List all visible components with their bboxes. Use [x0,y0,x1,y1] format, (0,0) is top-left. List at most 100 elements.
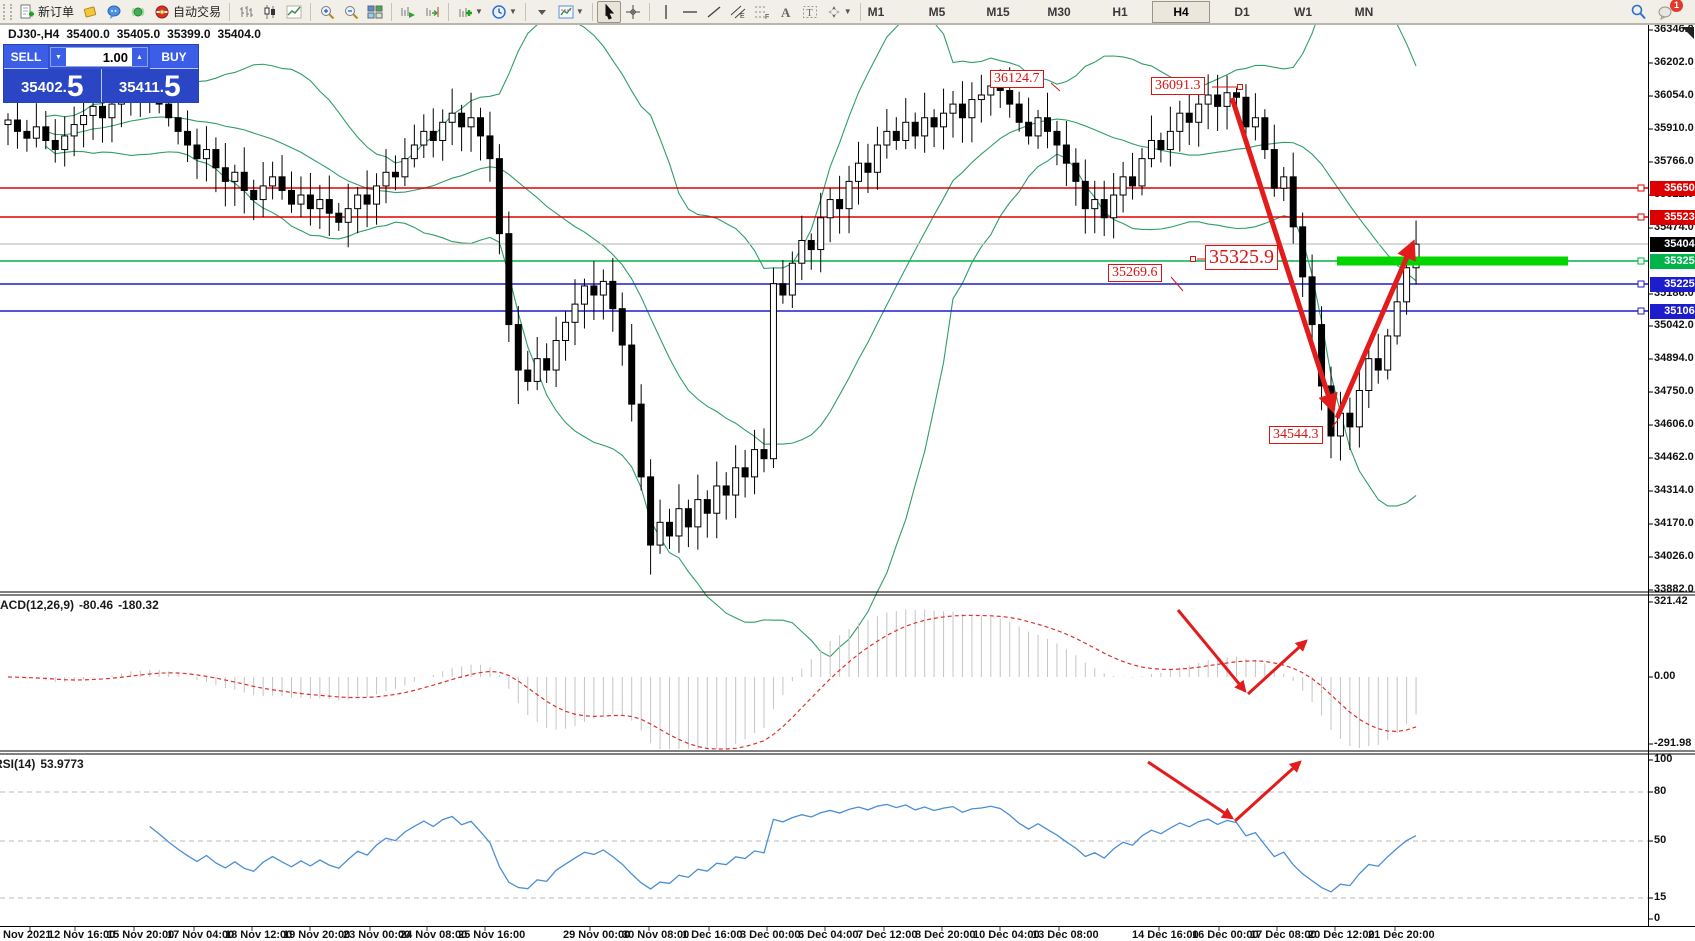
bollinger-lower-band [45,145,1417,658]
price-callout[interactable]: 35269.6 [1108,264,1162,283]
line-handle[interactable] [1637,184,1645,192]
time-axis-label: 20 Dec 12:00 [1308,929,1375,941]
time-axis-label: 17 Dec 08:00 [1250,929,1317,941]
toolbar-separator [524,2,526,21]
timeframe-m15[interactable]: M15 [986,5,1010,19]
line-handle[interactable] [1637,307,1645,315]
bid-price[interactable]: 35402. 5 [4,69,102,102]
chart-profile-button[interactable]: ▼ [554,1,588,23]
clock-button[interactable]: ▼ [487,1,521,23]
candle-body [1346,412,1354,428]
timeframe-m30[interactable]: M30 [1047,5,1071,19]
vline-button[interactable] [654,1,678,23]
auto-scroll-button[interactable] [396,1,420,23]
text-button[interactable]: A [774,1,798,23]
bid-price-main: 35402. [20,79,67,96]
time-axis-label: 6 Dec 04:00 [798,929,859,941]
candle-body [751,449,759,478]
price-callout[interactable]: 35325.9 [1205,245,1278,270]
candle-body [1374,358,1382,371]
candle-body [193,144,201,160]
price-axis-label: 35042.0 [1654,319,1694,331]
arrows-button[interactable]: ▼ [822,1,856,23]
caret-button[interactable] [530,1,554,23]
trend-arrow[interactable] [1229,97,1338,414]
rsi-name: RSI(14) [0,757,36,771]
auto-trading-button[interactable]: 自动交易 [150,1,225,23]
volume-increase-button[interactable]: ▲ [132,48,147,66]
price-callout[interactable]: 36091.3 [1151,77,1205,96]
price-axis-label: 35910.0 [1654,122,1694,134]
price-callout[interactable]: 36124.7 [990,70,1044,89]
notifications-button[interactable]: 1 [1658,0,1683,22]
candle-body [1289,176,1297,228]
trend-arrow[interactable] [1334,239,1416,419]
trend-arrow[interactable] [1176,609,1247,693]
line-handle[interactable] [1637,280,1645,288]
hline-button[interactable] [678,1,702,23]
channel-button[interactable]: E [726,1,750,23]
timeframe-m1[interactable]: M1 [867,5,885,19]
bar-chart-icon [240,5,254,17]
time-axis-label: 17 Nov 04:00 [167,929,235,941]
fibonacci-button[interactable]: F [750,1,774,23]
timeframe-h1[interactable]: H1 [1112,5,1128,19]
chart-shift-icon [426,6,439,17]
zoom-out-button[interactable] [339,1,363,23]
cursor-button[interactable] [596,0,621,23]
label-button[interactable]: T [798,1,822,23]
time-axis-label: 18 Nov 12:00 [225,929,293,941]
sell-button[interactable]: SELL [4,45,48,69]
bar-chart-button[interactable] [234,1,258,23]
timeframe-mn[interactable]: MN [1354,5,1374,19]
price-axis-label: 34462.0 [1654,451,1694,463]
search-button[interactable] [1630,2,1646,22]
timeframe-h4[interactable]: H4 [1152,1,1210,23]
timeframe-w1[interactable]: W1 [1294,5,1312,19]
trend-arrow[interactable] [1147,760,1234,820]
zoom-in-button[interactable] [315,1,339,23]
candle-body [1365,358,1373,391]
candle-body [684,508,692,528]
tile-windows-button[interactable] [363,1,387,23]
candle-body [325,199,333,214]
timeframe-d1[interactable]: D1 [1234,5,1250,19]
signal-button[interactable] [126,1,150,23]
candle-body [855,162,862,182]
svg-text:F: F [765,14,769,20]
trend-arrow[interactable] [1233,760,1302,823]
callout-anchor [1190,256,1196,262]
new-chart-button[interactable]: ▼ [453,1,487,23]
line-handle[interactable] [1637,257,1645,265]
volume-field[interactable]: 1.00 [66,48,132,66]
new-order-button[interactable]: 新订单 [15,1,78,23]
new-chart-icon [459,7,473,17]
trendline-button[interactable] [702,1,726,23]
timeframe-m5[interactable]: M5 [928,5,946,19]
time-axis-label: 13 Dec 08:00 [1032,929,1099,941]
trend-arrow[interactable] [1246,639,1308,696]
volume-decrease-button[interactable]: ▼ [51,48,66,66]
scale-expander-icon[interactable] [1681,26,1695,40]
price-axis-label: 36054.0 [1654,89,1694,101]
candle-body [637,403,645,478]
macd-axis-label: -291.98 [1654,737,1692,749]
candle-body [1318,324,1326,387]
gold-button[interactable] [78,1,102,23]
crosshair-button[interactable] [621,1,645,23]
community-button[interactable] [102,1,126,23]
hline-icon [682,10,697,13]
line-handle[interactable] [1637,213,1645,221]
price-axis-label: 34026.0 [1654,550,1694,562]
candle-body [1299,226,1307,278]
time-axis-label: 15 Nov 20:00 [107,929,175,941]
ohlc-high: 35405.0 [116,27,161,41]
symbol-period: DJ30-,H4 [8,27,60,41]
ask-price[interactable]: 35411. 5 [101,69,198,102]
candle-body [212,149,220,169]
buy-button[interactable]: BUY [150,45,198,69]
candlestick-button[interactable] [258,1,282,23]
price-callout[interactable]: 34544.3 [1269,426,1323,445]
chart-shift-button[interactable] [420,1,444,23]
line-chart-button[interactable] [282,1,306,23]
